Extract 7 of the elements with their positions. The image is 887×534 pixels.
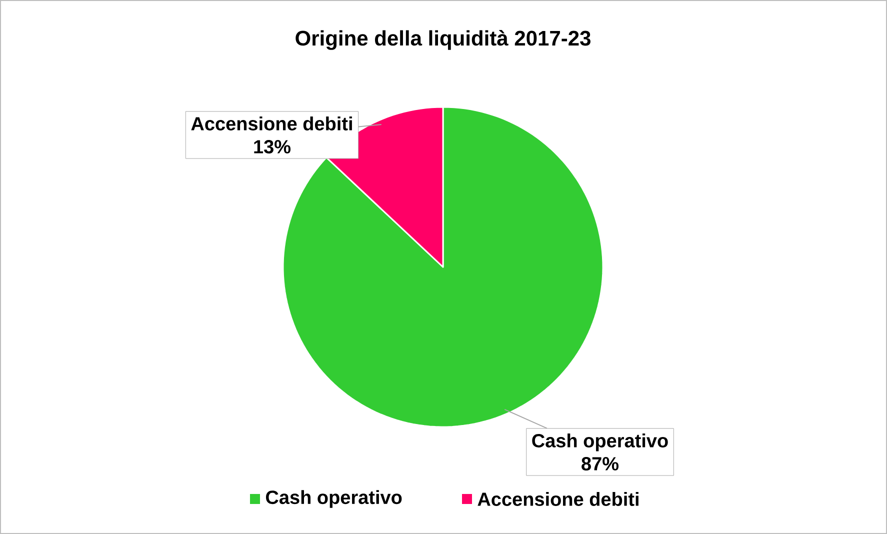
legend-label: Cash operativo [266, 490, 402, 508]
data-label: 87% [582, 457, 619, 470]
slice-label: Cash operativo [532, 434, 668, 452]
chart-title: Origine della liquidità 2017-23 [296, 30, 590, 50]
data-label: 13% [254, 140, 291, 154]
legend-label: Accensione debiti [478, 492, 638, 506]
slice-label: Accensione debiti [191, 116, 352, 130]
